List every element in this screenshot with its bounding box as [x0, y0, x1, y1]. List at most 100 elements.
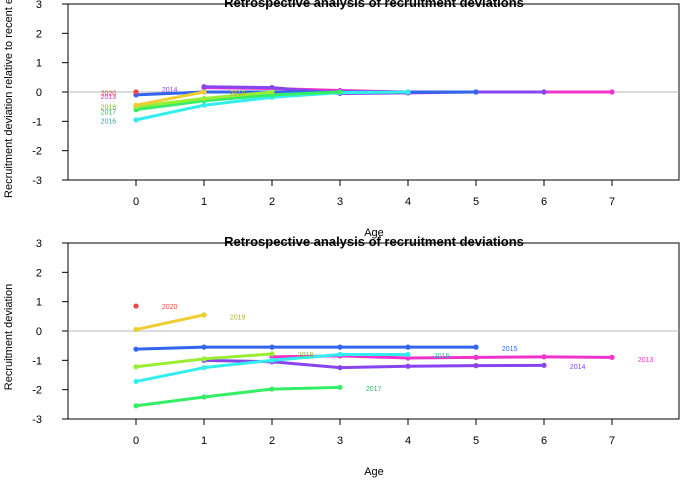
data-point-2016	[405, 89, 411, 95]
series-2019	[133, 89, 207, 108]
data-point-2013	[609, 89, 615, 95]
x-tick-label: 7	[609, 196, 615, 208]
x-tick-label: 6	[541, 196, 547, 208]
y-tick-label: 3	[36, 0, 42, 11]
data-point-2014	[473, 363, 479, 369]
y-axis-label: Recruitment deviation relative to recent…	[3, 0, 15, 198]
y-tick-label: 1	[36, 297, 42, 309]
x-tick-label: 3	[337, 196, 343, 208]
series-line-2017	[134, 385, 342, 408]
data-point-2014	[541, 362, 547, 368]
y-tick-label: 2	[36, 28, 42, 40]
series-2018	[133, 351, 275, 370]
series-label-2014: 2014	[570, 364, 586, 371]
y-tick-label: 1	[36, 58, 42, 70]
data-point-2016	[269, 357, 275, 363]
data-point-2019	[133, 326, 139, 333]
data-point-2016	[337, 351, 343, 358]
chart-title: Retrospective analysis of recruitment de…	[224, 234, 524, 249]
series-2014	[201, 357, 547, 371]
x-axis-label: Age	[364, 227, 384, 239]
data-point-2018	[201, 95, 207, 102]
data-point-2013	[541, 354, 547, 360]
x-tick-label: 6	[541, 435, 547, 447]
data-point-2017	[337, 89, 343, 95]
data-point-2016	[405, 351, 411, 358]
data-point-2015	[405, 344, 411, 350]
data-point-2017	[201, 394, 207, 400]
series-label-2015: 2015	[502, 346, 518, 353]
y-tick-label: -3	[32, 175, 42, 187]
y-tick-label: 3	[36, 238, 42, 250]
x-tick-label: 4	[405, 196, 411, 208]
series-2017	[133, 384, 343, 409]
data-point-2016	[201, 102, 207, 108]
data-point-2019	[201, 89, 207, 95]
data-point-2020	[133, 303, 139, 309]
data-point-2014	[541, 89, 547, 95]
y-tick-label: -1	[32, 355, 42, 367]
series-label-2016: 2016	[101, 119, 117, 126]
y-tick-label: -2	[32, 146, 42, 158]
x-tick-label: 7	[609, 435, 615, 447]
series-label-2018: 2018	[298, 352, 314, 359]
data-point-2014	[405, 363, 411, 369]
series-2016	[133, 351, 411, 385]
x-tick-label: 2	[269, 435, 275, 447]
x-tick-label: 0	[133, 196, 139, 208]
data-point-2018	[269, 351, 275, 357]
chart-title: Retrospective analysis of recruitment de…	[224, 0, 524, 10]
data-point-2014	[269, 85, 275, 91]
data-point-2017	[337, 384, 343, 390]
series-label-2020: 2020	[101, 91, 117, 98]
data-point-2018	[201, 356, 207, 362]
y-tick-label: -2	[32, 385, 42, 397]
x-tick-label: 1	[201, 196, 207, 208]
x-tick-label: 0	[133, 435, 139, 447]
y-tick-label: -1	[32, 116, 42, 128]
series-line-2017	[134, 90, 342, 112]
data-point-2013	[609, 354, 615, 360]
data-point-2017	[133, 403, 139, 409]
series-label-2019: 2019	[230, 314, 246, 321]
series-label-2017: 2017	[366, 386, 382, 393]
y-tick-label: 0	[36, 326, 42, 338]
series-label-2020: 2020	[162, 304, 178, 311]
data-point-2015	[473, 344, 479, 350]
chart-panel-2: -3 -2 -1 0 1 2 3 0 1 2 3 4 5 6 7 2020 2019 2018 2017 2016 20…	[3, 234, 680, 478]
y-tick-label: 0	[36, 87, 42, 99]
series-line-2019	[134, 313, 206, 332]
data-point-2015	[269, 344, 275, 350]
data-point-2019	[201, 312, 207, 318]
series-2020	[133, 303, 139, 309]
series-label-2013: 2013	[101, 94, 117, 101]
series-line-2019	[134, 90, 206, 107]
series-label-2018: 2018	[101, 105, 117, 112]
data-point-2020	[133, 89, 139, 95]
series-2015	[133, 344, 479, 352]
data-point-2015	[337, 344, 343, 350]
x-tick-label: 3	[337, 435, 343, 447]
x-tick-label: 1	[201, 435, 207, 447]
series-label-2014: 2014	[162, 87, 178, 94]
data-point-2016	[133, 378, 139, 385]
series-line-2015	[134, 345, 478, 351]
data-point-2013	[473, 354, 479, 360]
series-2020	[133, 89, 139, 95]
series-2019	[133, 312, 207, 333]
x-tick-label: 5	[473, 435, 479, 447]
x-tick-label: 4	[405, 435, 411, 447]
series-label-2013: 2013	[638, 357, 654, 364]
x-axis-label: Age	[364, 466, 384, 478]
data-point-2014	[337, 365, 343, 371]
series-label-2019: 2019	[230, 91, 246, 98]
data-point-2015	[133, 346, 139, 352]
series-label-2016: 2016	[434, 353, 450, 360]
y-tick-label: -3	[32, 414, 42, 426]
data-point-2014	[201, 84, 207, 90]
x-tick-label: 2	[269, 196, 275, 208]
data-point-2015	[201, 344, 207, 350]
data-point-2016	[201, 365, 207, 371]
